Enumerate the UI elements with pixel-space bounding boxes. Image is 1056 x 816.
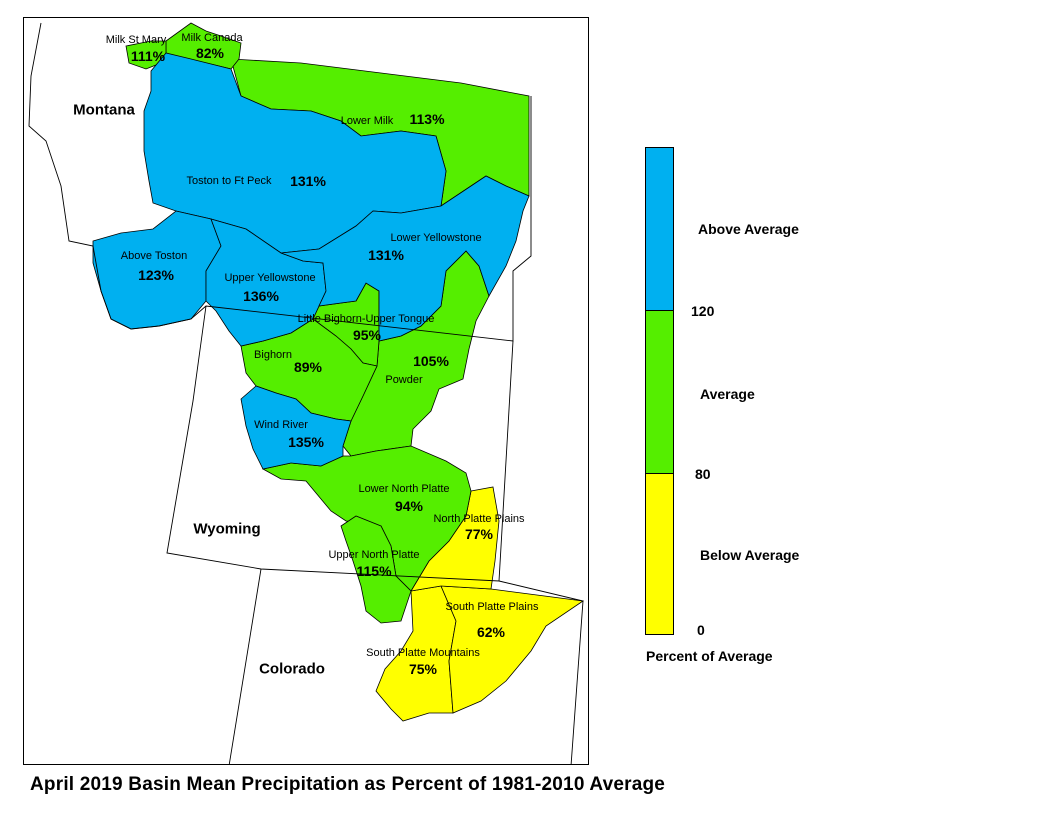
legend-swatch-average [646,311,673,474]
basin-value-lower-yellowstone: 131% [368,247,404,263]
basin-label-powder: Powder [385,374,423,386]
basin-label-above-toston: Above Toston [120,250,188,262]
map-frame: Milk St Mary 111% Milk Canada 82% Lower … [23,17,589,765]
basin-label-milk-canada: Milk Canada [181,32,243,44]
legend-title: Percent of Average [646,648,773,664]
legend-label-below-average: Below Average [700,547,800,563]
basin-value-south-platte-plains: 62% [476,624,506,640]
basin-value-milk-st-mary: 111% [130,48,166,64]
colorado-boundary [228,568,584,764]
basin-label-toston-to-ft-peck: Toston to Ft Peck [186,175,272,187]
basin-label-upper-north-platte: Upper North Platte [328,549,420,561]
legend-tick-120: 120 [691,303,715,319]
state-label-wyoming: Wyoming [193,520,261,538]
legend-tick-0: 0 [697,622,705,638]
basin-value-upper-north-platte: 115% [356,563,392,579]
basin-value-lower-north-platte: 94% [394,498,424,514]
basin-upper-north-platte [340,515,412,624]
basin-value-upper-yellowstone: 136% [243,288,279,304]
basin-wind-river [240,385,352,470]
basin-label-milk-st-mary: Milk St Mary [105,34,167,46]
legend-label-above-average: Above Average [698,221,799,237]
basin-label-north-platte-plains: North Platte Plains [433,513,525,525]
montana-boundary [28,22,532,342]
state-label-colorado: Colorado [259,660,325,678]
basin-value-little-bighorn-upper-tongue: 95% [352,327,382,343]
legend-tick-80: 80 [695,466,711,482]
basin-label-wind-river: Wind River [254,419,308,431]
wyoming-boundary [166,305,514,582]
basin-value-milk-canada: 82% [195,45,225,61]
basin-map [28,22,585,764]
basin-value-wind-river: 135% [288,434,324,450]
basin-label-south-platte-mountains: South Platte Mountains [366,647,480,659]
legend-swatch-below-average [646,474,673,634]
legend-color-bar [645,147,674,635]
basin-south-platte-plains [440,585,585,714]
basin-lower-yellowstone [280,175,530,342]
basin-value-toston-to-ft-peck: 131% [290,173,326,189]
basin-value-lower-milk: 113% [409,111,445,127]
basin-label-lower-milk: Lower Milk [340,115,394,127]
basin-label-little-bighorn-upper-tongue: Little Bighorn-Upper Tongue [297,313,435,325]
basin-value-above-toston: 123% [138,267,174,283]
state-label-montana: Montana [73,101,135,119]
basin-value-north-platte-plains: 77% [464,526,494,542]
legend-swatch-above-average [646,148,673,311]
basin-label-lower-north-platte: Lower North Platte [358,483,450,495]
basin-value-south-platte-mountains: 75% [408,661,438,677]
basin-value-powder: 105% [413,353,449,369]
legend-label-average: Average [700,386,755,402]
basin-label-upper-yellowstone: Upper Yellowstone [224,272,316,284]
basin-lower-north-platte [261,445,472,592]
map-title: April 2019 Basin Mean Precipitation as P… [30,774,666,795]
basin-value-bighorn: 89% [293,359,323,375]
basin-label-south-platte-plains: South Platte Plains [445,601,539,613]
basin-label-lower-yellowstone: Lower Yellowstone [390,232,482,244]
basin-label-bighorn: Bighorn [254,349,292,361]
